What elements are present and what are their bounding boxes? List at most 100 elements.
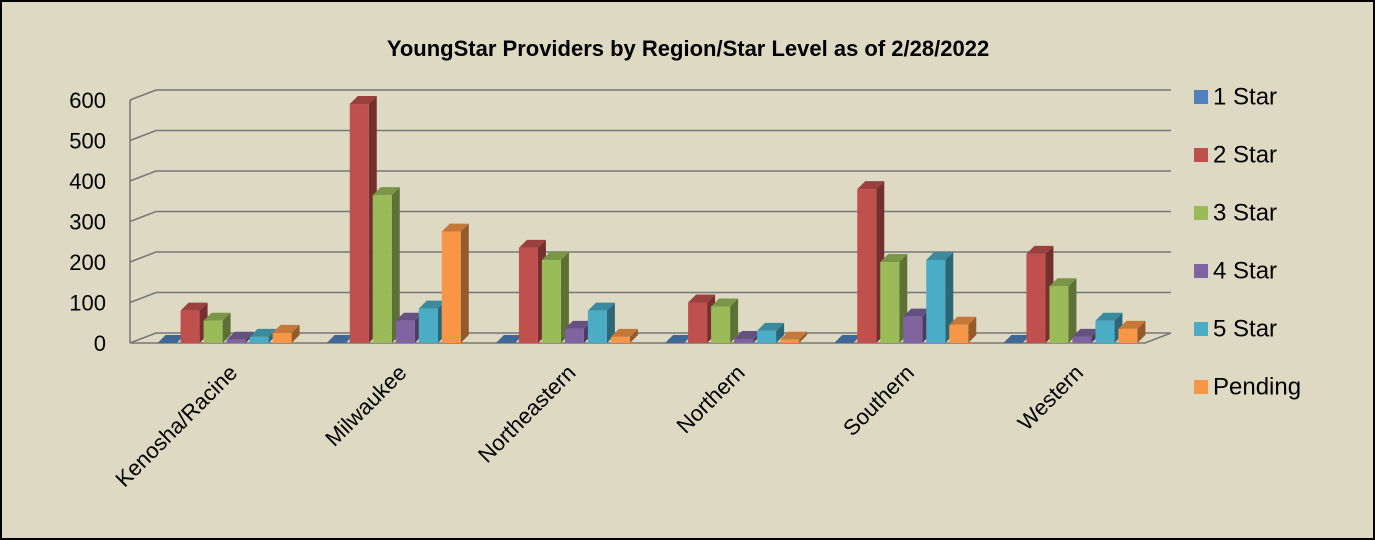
bar-top <box>834 335 862 343</box>
bar <box>926 259 946 343</box>
legend-swatch <box>1194 380 1208 394</box>
bar-side <box>629 328 638 343</box>
bar-side <box>776 322 785 343</box>
bar <box>757 330 777 343</box>
bar-top <box>903 308 931 317</box>
bar <box>518 247 538 343</box>
bar <box>587 310 607 343</box>
bar <box>226 339 246 343</box>
bar-top <box>518 239 546 248</box>
bar <box>1072 336 1092 343</box>
legend-swatch <box>1194 90 1208 104</box>
bar-top <box>688 294 716 303</box>
legend-swatch <box>1194 264 1208 278</box>
bar-top <box>349 96 377 105</box>
grid-line <box>129 129 1171 142</box>
y-tick-label: 500 <box>69 128 106 153</box>
bar-top <box>1003 335 1031 343</box>
legend-label: 3 Star <box>1213 199 1277 226</box>
y-tick-label: 400 <box>69 169 106 194</box>
legend-swatch <box>1194 206 1208 220</box>
bar <box>1049 286 1069 343</box>
bar-side <box>460 223 469 343</box>
bar <box>1118 328 1138 343</box>
bar <box>903 316 923 343</box>
legend-swatch <box>1194 148 1208 162</box>
bar <box>395 320 415 343</box>
bar-top <box>372 187 400 196</box>
bar-top <box>734 330 762 339</box>
bar-side <box>560 251 569 343</box>
bar-top <box>757 322 785 331</box>
bar-top <box>441 223 469 232</box>
bar-top <box>949 316 977 325</box>
floor <box>130 332 1172 344</box>
bar-top <box>780 331 808 340</box>
y-tick-label: 600 <box>69 88 106 113</box>
bar <box>1026 253 1046 343</box>
y-tick-label: 200 <box>69 250 106 275</box>
legend-label: Pending <box>1213 373 1301 400</box>
bar-top <box>1072 328 1100 337</box>
bar-side <box>1068 278 1077 343</box>
bar-top <box>587 302 615 311</box>
bar <box>880 262 900 343</box>
y-tick-label: 100 <box>69 290 106 315</box>
bar-top <box>926 251 954 260</box>
bar-top <box>495 335 523 343</box>
bar <box>857 189 877 343</box>
bar-top <box>157 335 185 343</box>
grid-line <box>129 291 1171 304</box>
bar <box>180 310 200 343</box>
bar-side <box>222 312 231 343</box>
bar <box>688 302 708 343</box>
bar-top <box>665 335 693 343</box>
grid-line <box>129 170 1171 182</box>
bar-side <box>606 302 615 343</box>
grid-line <box>129 89 1171 101</box>
bar-top <box>180 302 208 311</box>
bar-top <box>1095 312 1123 321</box>
bar <box>349 104 369 343</box>
chart-title: YoungStar Providers by Region/Star Level… <box>387 36 989 61</box>
legend-label: 1 Star <box>1213 83 1277 110</box>
bar-side <box>799 331 808 343</box>
bar <box>441 231 461 343</box>
bar-side <box>945 251 954 343</box>
bar <box>541 259 561 343</box>
bar <box>272 332 292 343</box>
bar <box>372 195 392 343</box>
bar <box>711 306 731 343</box>
y-tick-label: 0 <box>94 331 106 356</box>
bar-top <box>880 254 908 262</box>
bar <box>610 336 630 343</box>
bar-top <box>1026 245 1054 254</box>
legend-swatch <box>1194 322 1208 336</box>
bar <box>780 339 800 343</box>
bar <box>1095 320 1115 343</box>
bar-top <box>857 181 885 190</box>
bar-top <box>1049 278 1077 287</box>
y-tick-label: 300 <box>69 209 106 234</box>
bar <box>734 338 754 343</box>
grid-line <box>129 210 1171 223</box>
bar <box>949 324 969 343</box>
bar-top <box>272 324 300 333</box>
bar <box>418 308 438 343</box>
bar-side <box>391 187 400 343</box>
bar-top <box>395 312 423 321</box>
bar-top <box>203 312 231 321</box>
bar-top <box>564 320 592 329</box>
bar-side <box>1137 320 1146 343</box>
grid-line <box>129 251 1171 263</box>
bar <box>203 320 223 343</box>
bar <box>249 336 269 343</box>
bar-top <box>249 328 277 337</box>
bar-side <box>291 324 300 343</box>
legend-label: 4 Star <box>1213 257 1277 284</box>
bar-top <box>1118 320 1146 329</box>
bar-top <box>326 335 354 343</box>
bar-side <box>968 316 977 343</box>
